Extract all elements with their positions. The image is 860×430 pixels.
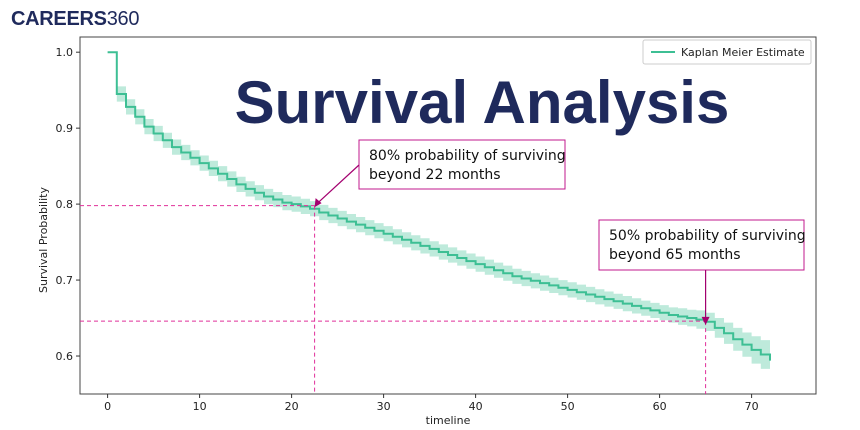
annotation-text: beyond 22 months xyxy=(369,167,501,183)
annotation-50: 50% probability of surviving beyond 65 m… xyxy=(598,219,806,325)
logo-text-360: 360 xyxy=(106,8,140,30)
x-axis-label: timeline xyxy=(426,414,471,427)
logo-text-careers: CAREERS xyxy=(11,8,107,30)
y-ticks: 0.6 0.7 0.8 0.9 1.0 xyxy=(56,46,80,363)
series-line-layer xyxy=(107,51,771,361)
annotation-box xyxy=(358,139,566,190)
annotation-text: 80% probability of surviving xyxy=(369,148,566,164)
legend: Kaplan Meier Estimate xyxy=(642,39,812,65)
x-tick-label: 70 xyxy=(745,400,759,413)
legend-entry: Kaplan Meier Estimate xyxy=(681,46,805,59)
x-tick-label: 20 xyxy=(285,400,299,413)
confidence-band xyxy=(107,52,771,376)
confidence-band-layer xyxy=(107,52,771,376)
x-tick-label: 30 xyxy=(377,400,391,413)
y-tick-label: 1.0 xyxy=(56,46,74,59)
annotation-arrowhead xyxy=(314,198,322,208)
chart-title: Survival Analysis xyxy=(235,69,730,136)
annotation-arrow xyxy=(318,164,360,203)
y-tick-label: 0.7 xyxy=(56,274,74,287)
annotation-box xyxy=(598,219,805,271)
careers360-logo: CAREERS360 xyxy=(11,6,139,32)
series-line xyxy=(107,51,771,361)
annotation-text: beyond 65 months xyxy=(609,247,741,263)
y-axis-label: Survival Probability xyxy=(37,187,50,293)
legend-box xyxy=(642,39,812,65)
y-tick-label: 0.8 xyxy=(56,198,74,211)
x-tick-label: 40 xyxy=(469,400,483,413)
annotation-text: 50% probability of surviving xyxy=(609,228,806,244)
x-tick-label: 0 xyxy=(104,400,111,413)
annotation-arrowhead xyxy=(701,316,710,325)
annotation-80: 80% probability of surviving beyond 22 m… xyxy=(314,139,566,208)
x-tick-label: 60 xyxy=(653,400,667,413)
x-tick-label: 50 xyxy=(561,400,575,413)
reference-lines-layer xyxy=(80,205,707,394)
x-ticks: 0 10 20 30 40 50 60 70 xyxy=(104,394,759,413)
plot-area xyxy=(79,36,817,395)
x-tick-label: 10 xyxy=(193,400,207,413)
y-tick-label: 0.9 xyxy=(56,122,74,135)
y-tick-label: 0.6 xyxy=(56,350,74,363)
